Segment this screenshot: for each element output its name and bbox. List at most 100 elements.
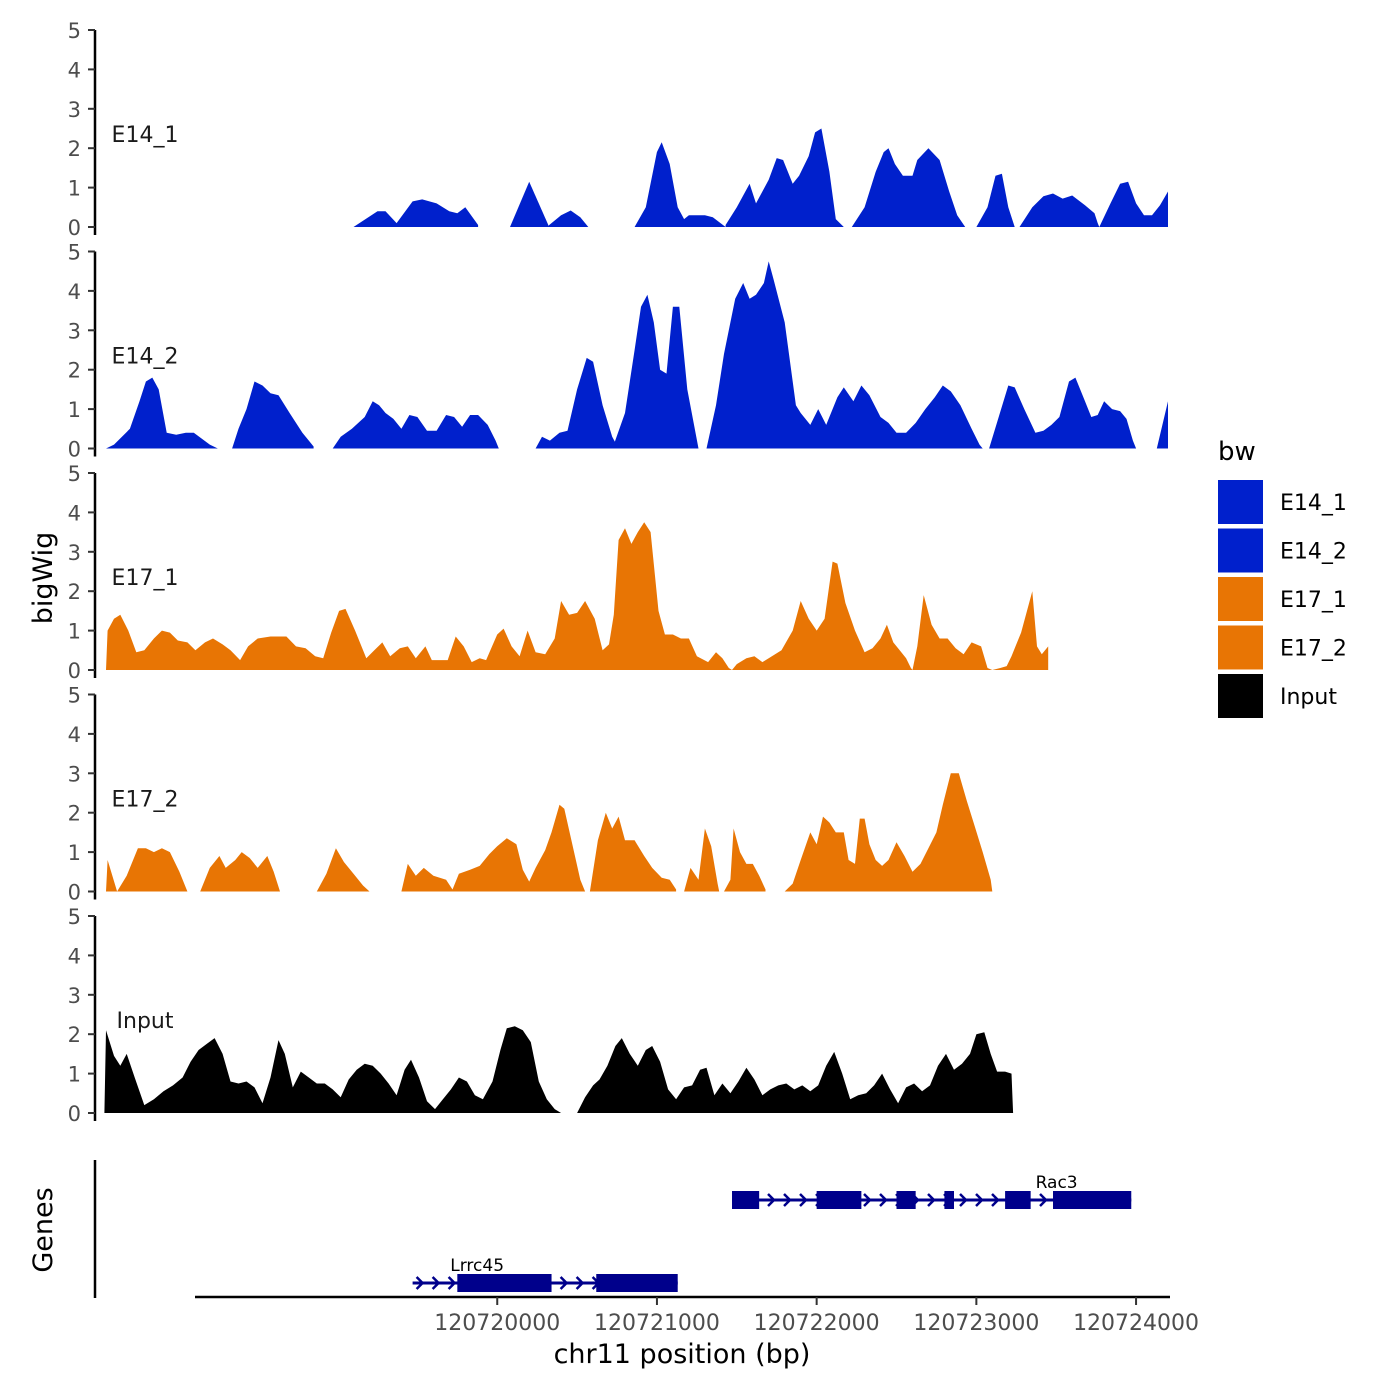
strand-arrow-icon xyxy=(1039,1193,1048,1207)
y-tick-label-E14_1-4: 4 xyxy=(68,58,81,82)
exon-Lrrc45-1 xyxy=(596,1274,678,1292)
strand-arrow-icon xyxy=(559,1276,569,1290)
y-tick-label-Input-2: 2 xyxy=(68,1023,81,1047)
y-tick-label-E14_1-0: 0 xyxy=(68,216,81,240)
area-E14_2-segment-5 xyxy=(706,261,983,449)
area-E14_1-segment-2 xyxy=(546,210,589,227)
legend-swatch-Input xyxy=(1218,674,1263,718)
x-tick-label-120722000: 120722000 xyxy=(754,1311,880,1336)
legend-swatch-E14_2 xyxy=(1218,528,1263,573)
y-tick-label-E14_2-3: 3 xyxy=(68,319,81,343)
strand-arrow-icon xyxy=(863,1193,872,1207)
area-E17_2-segment-4 xyxy=(589,812,677,892)
area-E17_2-segment-2 xyxy=(316,848,370,892)
area-E17_2-segment-5 xyxy=(684,828,720,892)
area-E14_2-segment-0 xyxy=(106,377,218,449)
area-E17_2-segment-1 xyxy=(200,852,280,892)
track-label-Input: Input xyxy=(117,1009,174,1034)
area-E14_1-segment-8 xyxy=(1099,175,1168,227)
area-Input-segment-0 xyxy=(104,1026,562,1113)
y-tick-label-E14_2-2: 2 xyxy=(68,359,81,383)
exon-Rac3-1 xyxy=(816,1191,862,1209)
area-E14_1-segment-0 xyxy=(353,199,479,227)
strand-arrow-icon xyxy=(975,1193,984,1207)
y-tick-label-Input-0: 0 xyxy=(68,1102,81,1126)
y-tick-label-E17_1-1: 1 xyxy=(68,620,81,644)
x-tick-label-120721000: 120721000 xyxy=(594,1311,720,1336)
area-E14_2-segment-2 xyxy=(332,401,499,449)
area-E14_1-segment-5 xyxy=(851,148,966,227)
track-label-E14_1: E14_1 xyxy=(112,123,179,148)
exon-Lrrc45-0 xyxy=(457,1274,552,1292)
area-E14_1-segment-4 xyxy=(725,128,844,227)
y-tick-label-E14_2-0: 0 xyxy=(68,438,81,462)
y-tick-label-E17_2-4: 4 xyxy=(68,723,81,747)
y-tick-label-E17_1-3: 3 xyxy=(68,541,81,565)
gene-Lrrc45: Lrrc45 xyxy=(412,1256,678,1292)
legend-swatch-E14_1 xyxy=(1218,480,1263,524)
y-tick-label-E17_2-1: 1 xyxy=(68,841,81,865)
strand-arrow-icon xyxy=(879,1193,888,1207)
y-tick-label-E14_2-1: 1 xyxy=(68,398,81,422)
area-E17_2-segment-0 xyxy=(106,848,188,892)
x-axis-label: chr11 position (bp) xyxy=(554,1339,811,1370)
legend-label-E14_2: E14_2 xyxy=(1280,540,1347,565)
area-E14_2-segment-4 xyxy=(613,294,699,449)
legend: bw E14_1 E14_2 E17_1 E17_2 Input xyxy=(1218,437,1347,718)
legend-label-Input: Input xyxy=(1280,685,1337,710)
area-E14_1-segment-1 xyxy=(510,181,549,227)
y-tick-label-E17_2-3: 3 xyxy=(68,762,81,786)
y-tick-label-E17_2-0: 0 xyxy=(68,881,81,905)
genes-track: Rac3 Lrrc45 xyxy=(93,1160,1132,1298)
area-E17_2-segment-6 xyxy=(724,828,766,892)
x-tick-label-120723000: 120723000 xyxy=(913,1311,1039,1336)
area-E17_2-segment-7 xyxy=(784,773,993,892)
legend-title: bw xyxy=(1218,437,1256,467)
legend-label-E17_1: E17_1 xyxy=(1280,588,1347,613)
strand-arrow-icon xyxy=(767,1193,776,1207)
exon-Rac3-0 xyxy=(732,1191,760,1209)
area-E17_1-segment-0 xyxy=(106,522,1049,670)
track-Input: 0 1 2 3 4 5 Input xyxy=(68,905,1014,1126)
strand-arrow-icon xyxy=(415,1276,425,1290)
track-label-E17_1: E17_1 xyxy=(112,566,179,591)
track-E14_2: 0 1 2 3 4 5 E14_2 xyxy=(68,241,1168,462)
legend-label-E14_1: E14_1 xyxy=(1280,491,1347,516)
y-tick-label-Input-1: 1 xyxy=(68,1063,81,1087)
exon-Rac3-4 xyxy=(1005,1191,1031,1209)
track-label-E17_2: E17_2 xyxy=(112,788,179,813)
y-tick-label-E14_1-3: 3 xyxy=(68,98,81,122)
exon-Rac3-3 xyxy=(944,1191,954,1209)
x-axis: 120720000 120721000 120722000 120723000 1207… xyxy=(195,1295,1199,1336)
y-tick-label-E17_1-5: 5 xyxy=(68,462,81,486)
strand-arrow-icon xyxy=(799,1193,808,1207)
strand-arrow-icon xyxy=(447,1276,457,1290)
y-tick-label-E14_2-4: 4 xyxy=(68,280,81,304)
y-tick-label-E14_1-5: 5 xyxy=(68,19,81,43)
y-tick-label-E14_2-5: 5 xyxy=(68,241,81,265)
y-tick-label-Input-4: 4 xyxy=(68,944,81,968)
area-E14_2-segment-1 xyxy=(232,381,314,449)
bigwig-tracks: 0 1 2 3 4 5 E14_1 0 1 2 3 4 5 E14_2 0 1 2 3 4 5 E17_1 0 1 2 3 4 5 E… xyxy=(68,19,1168,1126)
area-Input-segment-1 xyxy=(577,1032,1014,1113)
area-E14_1-segment-7 xyxy=(1019,193,1100,227)
x-tick-label-120724000: 120724000 xyxy=(1073,1311,1199,1336)
y-tick-label-E17_2-5: 5 xyxy=(68,684,81,708)
track-E17_1: 0 1 2 3 4 5 E17_1 xyxy=(68,462,1049,683)
track-E17_2: 0 1 2 3 4 5 E17_2 xyxy=(68,684,993,905)
area-E14_1-segment-3 xyxy=(634,142,726,227)
strand-arrow-icon xyxy=(575,1276,585,1290)
area-E14_2-segment-6 xyxy=(989,377,1137,449)
area-E14_2-segment-3 xyxy=(535,357,619,449)
y-tick-label-E14_1-1: 1 xyxy=(68,177,81,201)
y-tick-label-E17_1-2: 2 xyxy=(68,580,81,604)
area-E14_1-segment-6 xyxy=(976,173,1015,227)
legend-swatch-E17_1 xyxy=(1218,577,1263,621)
strand-arrow-icon xyxy=(783,1193,792,1207)
legend-label-E17_2: E17_2 xyxy=(1280,637,1347,662)
y-tick-label-Input-5: 5 xyxy=(68,905,81,929)
area-E14_2-segment-7 xyxy=(1156,283,1168,449)
strand-arrow-icon xyxy=(959,1193,968,1207)
y-tick-label-E17_1-4: 4 xyxy=(68,501,81,525)
legend-swatch-E17_2 xyxy=(1218,625,1263,670)
